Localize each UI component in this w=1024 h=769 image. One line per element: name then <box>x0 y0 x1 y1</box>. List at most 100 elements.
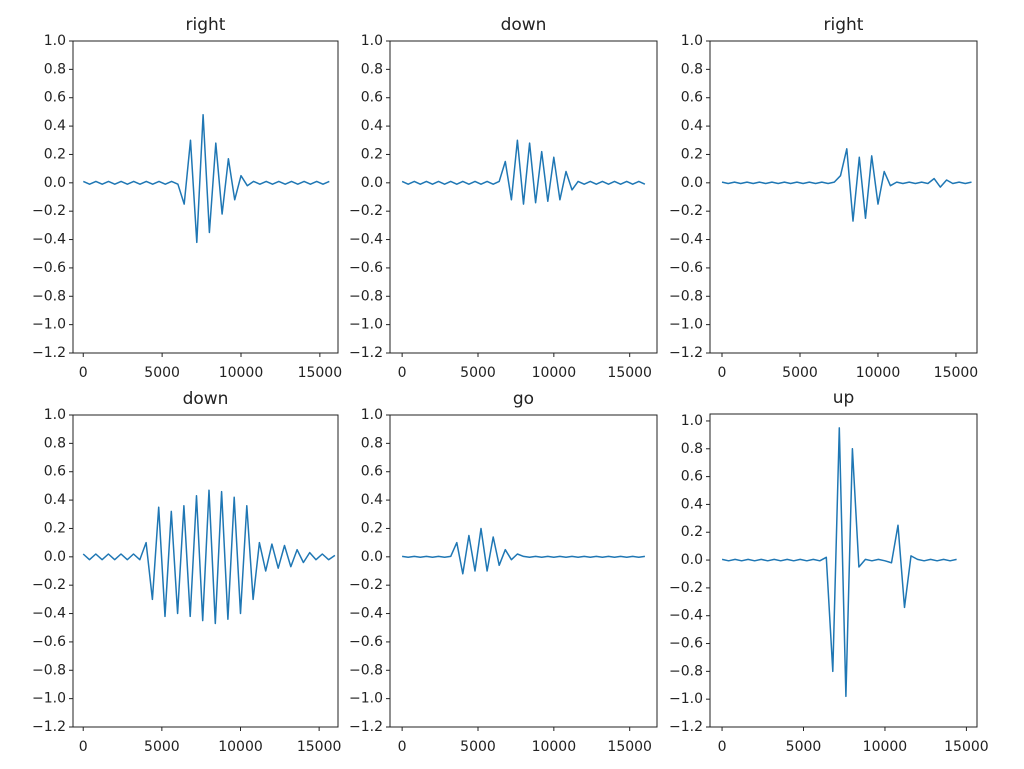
y-tick-label: −1.2 <box>349 719 383 735</box>
y-tick-label: −1.0 <box>669 317 703 333</box>
y-tick-label: 0.2 <box>361 520 383 536</box>
x-tick-label: 0 <box>79 739 88 755</box>
y-tick-label: 1.0 <box>361 407 383 423</box>
y-tick-label: −0.4 <box>32 606 66 622</box>
x-tick-label: 5000 <box>782 365 818 381</box>
chart-title: up <box>833 388 855 408</box>
y-tick-label: −0.8 <box>669 288 703 304</box>
y-tick-label: −0.2 <box>32 577 66 593</box>
chart-title: right <box>186 15 226 35</box>
y-tick-label: −0.8 <box>349 662 383 678</box>
y-tick-label: −1.0 <box>32 691 66 707</box>
y-tick-label: −0.2 <box>32 203 66 219</box>
axes-frame <box>389 40 658 354</box>
x-tick-label: 5000 <box>460 365 496 381</box>
y-tick-label: 0.2 <box>681 146 703 162</box>
y-tick-label: −0.6 <box>669 260 703 276</box>
y-tick-label: −1.2 <box>32 719 66 735</box>
waveform <box>402 527 645 575</box>
x-tick-label: 5000 <box>786 739 822 755</box>
x-tick-label: 10000 <box>219 365 264 381</box>
y-tick-label: −0.6 <box>32 260 66 276</box>
x-tick-label: 0 <box>79 365 88 381</box>
y-tick-label: 0.4 <box>361 118 383 134</box>
y-tick-label: 0.2 <box>44 520 66 536</box>
y-tick-label: 0.4 <box>44 118 66 134</box>
y-tick-label: −0.8 <box>32 662 66 678</box>
y-tick-label: −0.8 <box>669 663 703 679</box>
y-tick-label: 1.0 <box>361 33 383 49</box>
x-tick-label: 0 <box>398 365 407 381</box>
plot-area <box>73 41 338 353</box>
y-tick-label: −0.2 <box>349 203 383 219</box>
waveform <box>401 139 646 205</box>
y-tick-label: 0.0 <box>681 552 703 568</box>
y-tick-label: 0.0 <box>361 175 383 191</box>
x-tick-label: 5000 <box>460 739 496 755</box>
axes-frame <box>709 40 978 354</box>
waveform <box>82 113 330 244</box>
axes-frame <box>72 414 339 728</box>
y-tick-label: 1.0 <box>44 407 66 423</box>
y-tick-label: −0.4 <box>349 232 383 248</box>
y-tick-label: −0.2 <box>669 203 703 219</box>
y-tick-label: 0.2 <box>361 146 383 162</box>
y-tick-label: −0.4 <box>32 232 66 248</box>
x-tick-label: 10000 <box>532 739 577 755</box>
x-tick-label: 5000 <box>144 365 180 381</box>
y-tick-label: 0.4 <box>681 118 703 134</box>
waveform <box>721 148 972 222</box>
y-tick-label: −1.0 <box>349 691 383 707</box>
y-tick-label: 0.8 <box>44 61 66 77</box>
y-tick-label: −0.6 <box>349 260 383 276</box>
axes-frame <box>72 40 339 354</box>
y-tick-label: 0.8 <box>681 441 703 457</box>
y-tick-label: −0.2 <box>669 580 703 596</box>
y-tick-label: −0.8 <box>349 288 383 304</box>
chart-title: right <box>824 15 864 35</box>
x-tick-label: 15000 <box>934 365 979 381</box>
x-tick-label: 10000 <box>532 365 577 381</box>
y-tick-label: −1.2 <box>669 719 703 735</box>
plot-area <box>390 415 657 727</box>
x-tick-label: 10000 <box>863 739 908 755</box>
y-tick-label: −1.0 <box>349 317 383 333</box>
y-tick-label: −1.0 <box>669 691 703 707</box>
x-tick-label: 15000 <box>607 365 652 381</box>
y-tick-label: 1.0 <box>44 33 66 49</box>
x-tick-label: 5000 <box>144 739 180 755</box>
y-tick-label: −0.4 <box>669 608 703 624</box>
chart-title: go <box>513 389 534 409</box>
y-tick-label: 0.8 <box>361 435 383 451</box>
y-tick-label: 0.2 <box>681 524 703 540</box>
y-tick-label: 0.8 <box>681 61 703 77</box>
x-tick-label: 15000 <box>297 739 342 755</box>
chart-title: down <box>501 15 547 35</box>
y-tick-label: 0.0 <box>681 175 703 191</box>
y-tick-label: 0.6 <box>361 90 383 106</box>
x-tick-label: 15000 <box>944 739 989 755</box>
x-tick-label: 15000 <box>607 739 652 755</box>
waveform <box>721 427 957 698</box>
y-tick-label: 0.0 <box>361 549 383 565</box>
y-tick-label: 0.4 <box>681 496 703 512</box>
axes-frame <box>389 414 658 728</box>
x-tick-label: 10000 <box>218 739 263 755</box>
x-tick-label: 15000 <box>298 365 343 381</box>
y-tick-label: 0.6 <box>44 464 66 480</box>
y-tick-label: 0.6 <box>361 464 383 480</box>
y-tick-label: −1.2 <box>32 345 66 361</box>
y-tick-label: 0.2 <box>44 146 66 162</box>
y-tick-label: 0.4 <box>44 492 66 508</box>
y-tick-label: 0.0 <box>44 549 66 565</box>
y-tick-label: −1.0 <box>32 317 66 333</box>
y-tick-label: −0.8 <box>32 288 66 304</box>
x-tick-label: 0 <box>398 739 407 755</box>
chart-title: down <box>183 389 229 409</box>
y-tick-label: 1.0 <box>681 33 703 49</box>
y-tick-label: −0.4 <box>669 232 703 248</box>
y-tick-label: −0.6 <box>32 634 66 650</box>
x-tick-label: 0 <box>718 365 727 381</box>
